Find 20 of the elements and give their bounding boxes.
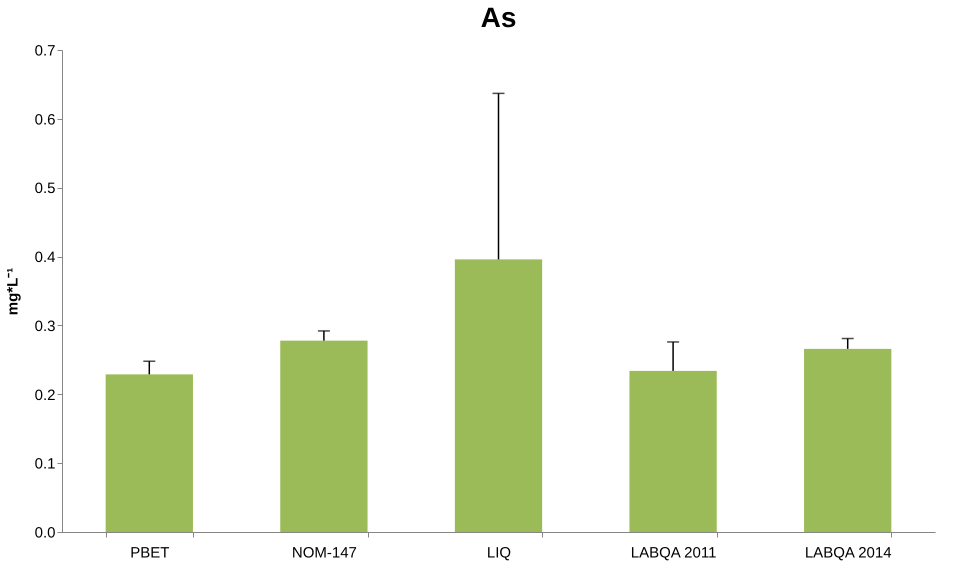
bar	[454, 259, 542, 532]
y-axis-title: mg*L⁻¹	[4, 268, 22, 316]
x-tick-label: LABQA 2014	[804, 544, 892, 562]
y-tick-label: 0.5	[34, 180, 56, 198]
y-tick-label: 0.1	[34, 456, 56, 473]
bar	[280, 340, 368, 532]
bar	[629, 370, 717, 532]
y-tick-label: 0.4	[34, 249, 56, 266]
x-tick-label: NOM-147	[292, 544, 357, 562]
y-tick-label: 0.6	[34, 111, 56, 128]
y-tick-label: 0.0	[34, 524, 56, 542]
x-tick-label: LABQA 2011	[630, 544, 716, 562]
bar	[804, 348, 892, 532]
y-tick-label: 0.3	[34, 318, 56, 335]
y-tick-label: 0.7	[34, 42, 56, 60]
x-tick-label: LIQ	[486, 544, 512, 562]
bar	[106, 374, 193, 532]
chart-title: As	[480, 2, 516, 33]
y-tick-label: 0.2	[34, 386, 56, 404]
x-tick-label: PBET	[130, 544, 170, 562]
